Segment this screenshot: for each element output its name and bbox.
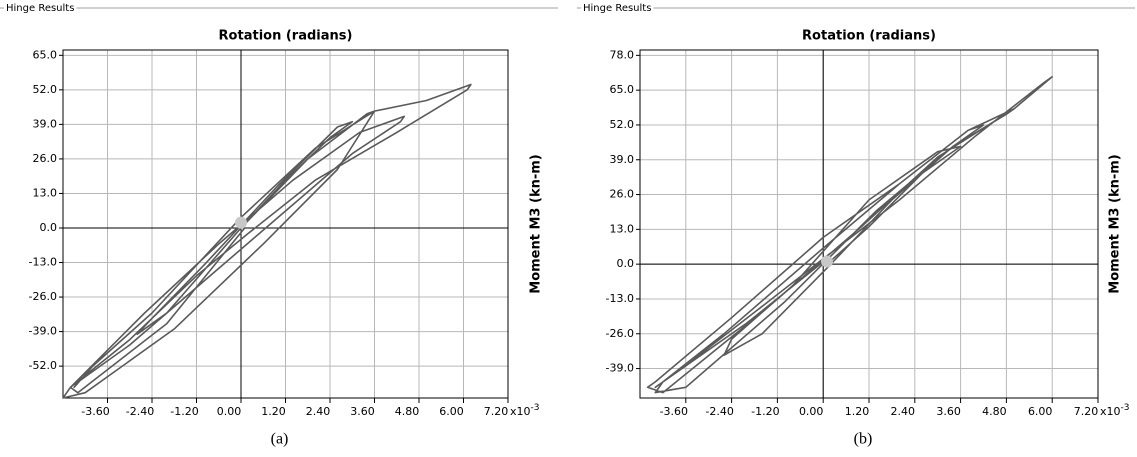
y-tick-label: -13.0 <box>606 292 634 305</box>
x-tick-label: -3.60 <box>660 405 688 418</box>
x-tick-label: -2.40 <box>705 405 733 418</box>
y-tick-label: 78.0 <box>610 48 635 61</box>
y-tick-label: -52.0 <box>29 359 57 372</box>
x-tick-label: -3.60 <box>81 405 109 418</box>
y-axis-label: Moment M3 (kn-m) <box>1108 154 1123 293</box>
current-point <box>821 255 834 268</box>
y-tick-label: 13.0 <box>610 222 635 235</box>
y-tick-label: 65.0 <box>33 48 58 61</box>
x-tick-label: 2.40 <box>306 405 331 418</box>
x-tick-label: 2.40 <box>891 405 916 418</box>
x-tick-label: 7.20 <box>484 405 509 418</box>
chart-title: Rotation (radians) <box>802 29 936 44</box>
y-tick-label: -13.0 <box>29 256 57 269</box>
x-tick-label: 3.60 <box>936 405 961 418</box>
x-unit: x10-3 <box>1100 403 1130 419</box>
group-label: Hinge Results <box>6 3 74 14</box>
y-tick-label: -39.0 <box>29 325 57 338</box>
x-tick-label: 6.00 <box>1028 405 1053 418</box>
x-tick-label: 4.80 <box>982 405 1007 418</box>
x-unit-exponent: -3 <box>1121 403 1130 413</box>
group-label: Hinge Results <box>583 3 651 14</box>
y-tick-label: 13.0 <box>33 186 58 199</box>
x-tick-label: -1.20 <box>751 405 779 418</box>
y-axis-label: Moment M3 (kn-m) <box>529 154 544 293</box>
y-tick-label: 0.0 <box>40 221 58 234</box>
y-tick-label: 0.0 <box>617 257 635 270</box>
y-tick-label: 26.0 <box>33 152 58 165</box>
caption: (a) <box>271 431 289 448</box>
chart-title: Rotation (radians) <box>219 29 353 44</box>
x-tick-label: 3.60 <box>350 405 375 418</box>
y-tick-label: -26.0 <box>29 290 57 303</box>
plot-border <box>639 49 1099 399</box>
y-tick-label: 39.0 <box>610 153 635 166</box>
y-tick-label: 52.0 <box>33 83 58 96</box>
y-tick-label: 39.0 <box>33 117 58 130</box>
x-tick-label: 7.20 <box>1074 405 1099 418</box>
x-tick-label: -2.40 <box>126 405 154 418</box>
y-tick-label: 65.0 <box>610 83 635 96</box>
x-tick-label: 4.80 <box>395 405 420 418</box>
hysteresis-curve <box>62 83 472 399</box>
y-tick-label: -26.0 <box>606 327 634 340</box>
x-tick-label: 0.00 <box>217 405 242 418</box>
x-tick-label: 0.00 <box>799 405 824 418</box>
caption: (b) <box>854 431 873 448</box>
x-tick-label: 1.20 <box>845 405 870 418</box>
x-unit-base: x10 <box>1100 405 1121 418</box>
current-point <box>235 216 247 229</box>
x-unit: x10-3 <box>510 403 540 419</box>
y-tick-label: 26.0 <box>610 188 635 201</box>
x-unit-exponent: -3 <box>531 403 540 413</box>
chart-panel: Hinge Results Rotation (radians) 78.0 65.0 5… <box>577 3 1135 448</box>
x-tick-label: 6.00 <box>439 405 464 418</box>
chart-panel: Hinge Results Rotation (radians) 65.0 52.0 3… <box>0 3 558 448</box>
x-tick-label: -1.20 <box>170 405 198 418</box>
hysteresis-curve <box>646 76 1053 394</box>
y-tick-label: 52.0 <box>610 118 635 131</box>
y-tick-label: -39.0 <box>606 362 634 375</box>
x-tick-label: 1.20 <box>261 405 286 418</box>
x-unit-base: x10 <box>510 405 531 418</box>
plot-border <box>62 49 509 399</box>
